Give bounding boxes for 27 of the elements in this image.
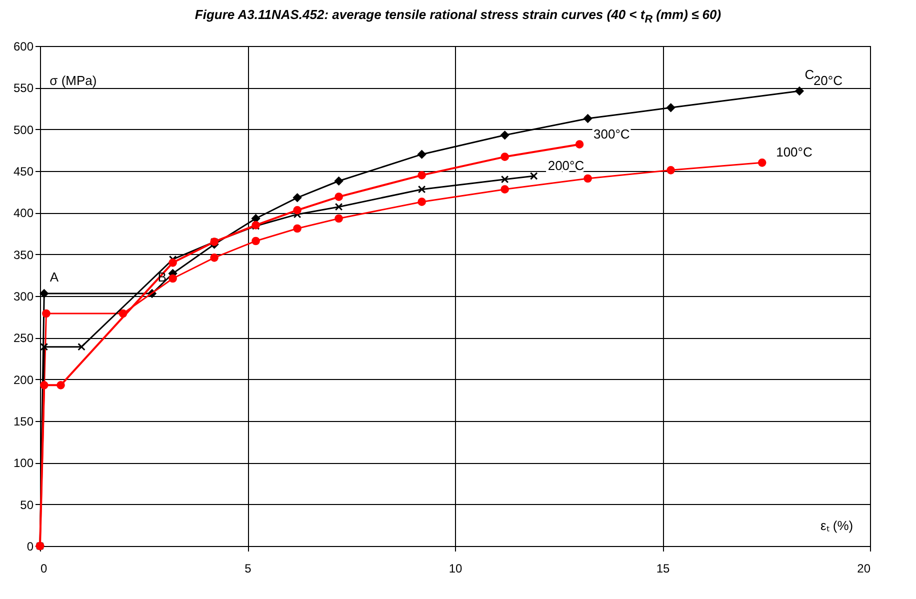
y-tick-label: 450: [13, 164, 34, 178]
series-label: 20°C: [813, 73, 842, 88]
y-tick-label: 100: [13, 456, 34, 470]
y-tick-label: 50: [20, 498, 34, 512]
y-tick-label: 400: [13, 206, 34, 220]
series-label: 200°C: [548, 158, 584, 173]
x-tick-label: 10: [448, 562, 462, 576]
series-label: 100°C: [776, 144, 812, 160]
x-tick-label: 20: [857, 562, 871, 576]
x-tick-label: 5: [244, 562, 252, 576]
y-axis-title: σ (MPa): [50, 73, 97, 88]
x-tick-label: 15: [656, 562, 670, 576]
y-tick-label: 150: [13, 414, 34, 428]
x-tick-label: 0: [40, 562, 48, 576]
y-tick-label: 550: [13, 81, 34, 96]
y-tick-label: 600: [13, 40, 34, 54]
y-tick-label: 300: [13, 290, 34, 304]
x-axis-title: εₜ (%): [820, 518, 854, 533]
y-tick-label: 350: [13, 248, 34, 262]
chart-title: Figure A3.11NAS.452: average tensile rational stress strain curves (40 < t$_{R}$ (mm) ≤ 60): [194, 6, 722, 28]
y-tick-label: 500: [13, 122, 34, 137]
series-label: 300°C: [594, 126, 630, 142]
y-tick-label: 0: [26, 540, 34, 554]
annotation: C: [804, 67, 814, 82]
y-tick-label: 250: [13, 331, 34, 346]
y-tick-label: 200: [13, 372, 34, 387]
annotation: A: [50, 270, 59, 284]
